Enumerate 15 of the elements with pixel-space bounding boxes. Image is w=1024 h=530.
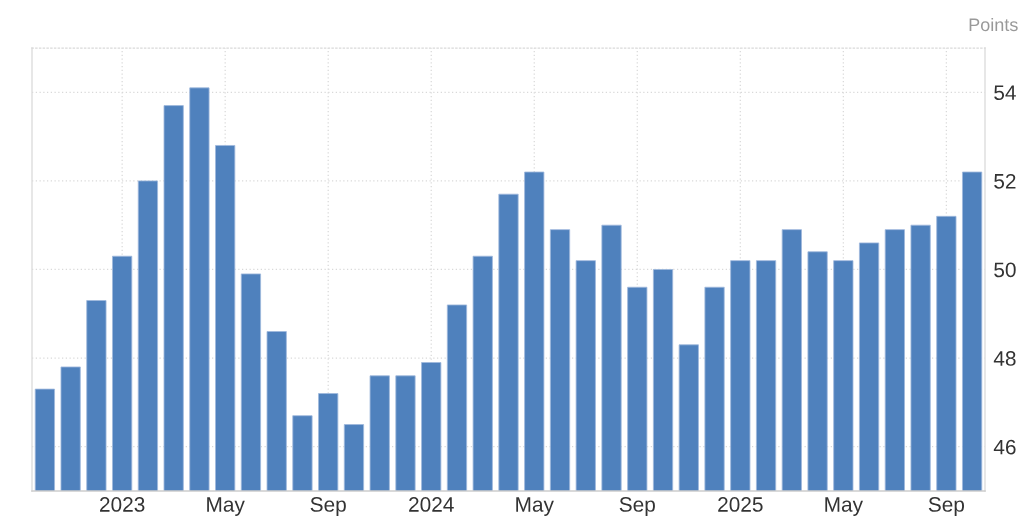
- y-tick-label: 48: [993, 351, 1016, 366]
- y-tick-label: 54: [994, 85, 1016, 101]
- x-tick-label: 2023: [100, 497, 145, 512]
- x-tick-label: 2024: [409, 497, 454, 512]
- x-tick-label: Sep: [310, 497, 346, 516]
- x-tick-label: 2025: [718, 497, 763, 512]
- x-tick-label: May: [207, 497, 245, 516]
- y-tick-label: 50: [994, 262, 1016, 278]
- x-tick-label: Sep: [619, 497, 655, 516]
- x-tick-label: May: [516, 497, 554, 516]
- y-tick-label: 52: [994, 173, 1016, 189]
- x-tick-label: Sep: [928, 497, 965, 516]
- y-tick-label: 46: [993, 439, 1016, 455]
- x-tick-label: May: [825, 497, 863, 516]
- y-axis-title: Points: [969, 17, 1018, 32]
